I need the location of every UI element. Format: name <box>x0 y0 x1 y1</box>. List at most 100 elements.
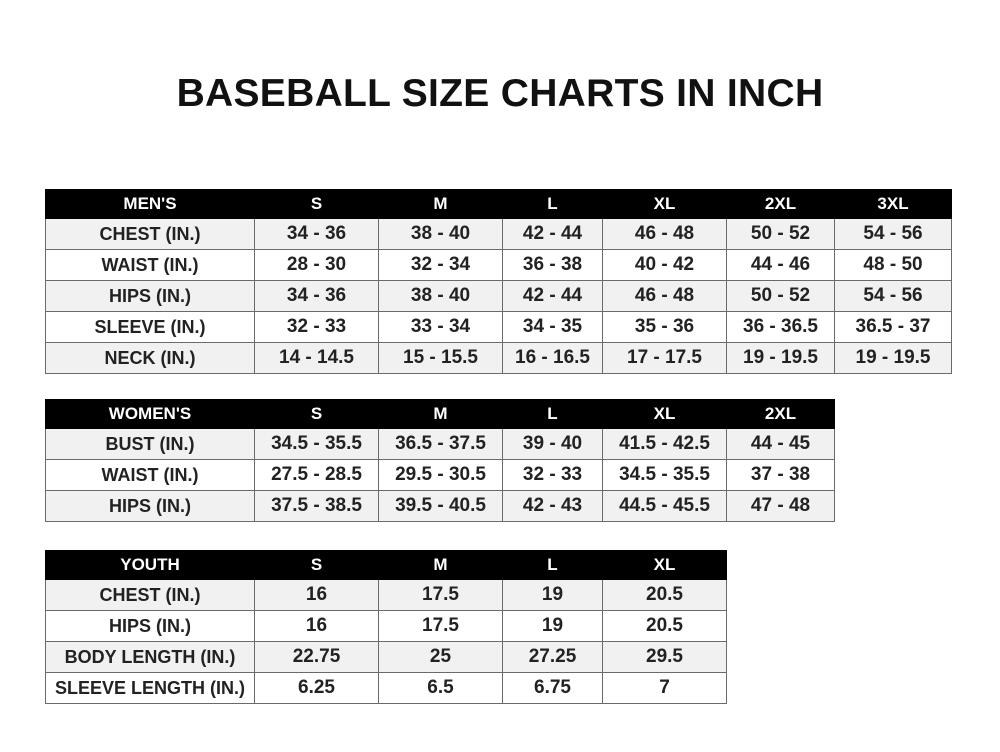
size-value-cell: 6.5 <box>378 672 503 704</box>
size-value-cell: 19 <box>502 579 603 611</box>
size-value-cell: 22.75 <box>254 641 379 673</box>
header-row: WOMEN'S S M L XL 2XL <box>45 399 835 429</box>
size-header: M <box>378 399 503 429</box>
size-value-cell: 41.5 - 42.5 <box>602 428 727 460</box>
size-value-cell: 17.5 <box>378 610 503 642</box>
size-value-cell: 54 - 56 <box>834 280 952 312</box>
size-value-cell: 46 - 48 <box>602 280 727 312</box>
size-value-cell: 17.5 <box>378 579 503 611</box>
measurement-label: CHEST (IN.) <box>45 579 255 611</box>
womens-size-table: WOMEN'S S M L XL 2XL BUST (IN.) 34.5 - 35.5 36.5… <box>45 399 835 522</box>
size-value-cell: 34.5 - 35.5 <box>254 428 379 460</box>
size-value-cell: 44 - 45 <box>726 428 835 460</box>
measurement-label: HIPS (IN.) <box>45 610 255 642</box>
size-value-cell: 36.5 - 37 <box>834 311 952 343</box>
size-value-cell: 39 - 40 <box>502 428 603 460</box>
size-value-cell: 34 - 36 <box>254 218 379 250</box>
header-row: YOUTH S M L XL <box>45 550 727 580</box>
measurement-label: SLEEVE LENGTH (IN.) <box>45 672 255 704</box>
table-row: CHEST (IN.) 16 17.5 19 20.5 <box>45 579 727 611</box>
table-row: HIPS (IN.) 37.5 - 38.5 39.5 - 40.5 42 - 43 4… <box>45 490 835 522</box>
size-value-cell: 29.5 - 30.5 <box>378 459 503 491</box>
size-value-cell: 36.5 - 37.5 <box>378 428 503 460</box>
header-row: MEN'S S M L XL 2XL 3XL <box>45 189 952 219</box>
size-header: 3XL <box>834 189 952 219</box>
table-row: NECK (IN.) 14 - 14.5 15 - 15.5 16 - 16.5 17 … <box>45 342 952 374</box>
size-value-cell: 34 - 36 <box>254 280 379 312</box>
table-row: WAIST (IN.) 27.5 - 28.5 29.5 - 30.5 32 - 33… <box>45 459 835 491</box>
size-value-cell: 29.5 <box>602 641 727 673</box>
size-value-cell: 16 <box>254 579 379 611</box>
size-value-cell: 27.5 - 28.5 <box>254 459 379 491</box>
size-value-cell: 6.25 <box>254 672 379 704</box>
size-value-cell: 47 - 48 <box>726 490 835 522</box>
size-header: S <box>254 399 379 429</box>
size-value-cell: 48 - 50 <box>834 249 952 281</box>
size-value-cell: 39.5 - 40.5 <box>378 490 503 522</box>
size-header: L <box>502 550 603 580</box>
size-value-cell: 28 - 30 <box>254 249 379 281</box>
size-value-cell: 6.75 <box>502 672 603 704</box>
measurement-label: NECK (IN.) <box>45 342 255 374</box>
table-row: BUST (IN.) 34.5 - 35.5 36.5 - 37.5 39 - 40 4… <box>45 428 835 460</box>
measurement-label: BODY LENGTH (IN.) <box>45 641 255 673</box>
size-value-cell: 36 - 36.5 <box>726 311 835 343</box>
size-value-cell: 34.5 - 35.5 <box>602 459 727 491</box>
table-row: WAIST (IN.) 28 - 30 32 - 34 36 - 38 40 - 42 4… <box>45 249 952 281</box>
size-header: 2XL <box>726 399 835 429</box>
size-value-cell: 27.25 <box>502 641 603 673</box>
table-row: CHEST (IN.) 34 - 36 38 - 40 42 - 44 46 - 48 5… <box>45 218 952 250</box>
size-value-cell: 44 - 46 <box>726 249 835 281</box>
size-value-cell: 38 - 40 <box>378 280 503 312</box>
size-value-cell: 16 - 16.5 <box>502 342 603 374</box>
measurement-label: BUST (IN.) <box>45 428 255 460</box>
size-value-cell: 19 - 19.5 <box>834 342 952 374</box>
size-value-cell: 44.5 - 45.5 <box>602 490 727 522</box>
size-value-cell: 32 - 33 <box>502 459 603 491</box>
mens-size-table: MEN'S S M L XL 2XL 3XL CHEST (IN.) 34 - 36 38 - 4… <box>45 189 952 374</box>
measurement-label: CHEST (IN.) <box>45 218 255 250</box>
size-value-cell: 32 - 33 <box>254 311 379 343</box>
size-value-cell: 46 - 48 <box>602 218 727 250</box>
size-header: L <box>502 189 603 219</box>
page-title: BASEBALL SIZE CHARTS IN INCH <box>176 72 824 115</box>
size-value-cell: 20.5 <box>602 610 727 642</box>
category-header: WOMEN'S <box>45 399 255 429</box>
measurement-label: SLEEVE (IN.) <box>45 311 255 343</box>
size-value-cell: 34 - 35 <box>502 311 603 343</box>
size-value-cell: 50 - 52 <box>726 280 835 312</box>
size-header: L <box>502 399 603 429</box>
size-value-cell: 32 - 34 <box>378 249 503 281</box>
size-value-cell: 42 - 43 <box>502 490 603 522</box>
table-row: SLEEVE LENGTH (IN.) 6.25 6.5 6.75 7 <box>45 672 727 704</box>
category-header: MEN'S <box>45 189 255 219</box>
size-value-cell: 17 - 17.5 <box>602 342 727 374</box>
size-value-cell: 33 - 34 <box>378 311 503 343</box>
measurement-label: WAIST (IN.) <box>45 459 255 491</box>
table-row: SLEEVE (IN.) 32 - 33 33 - 34 34 - 35 35 - 36… <box>45 311 952 343</box>
size-value-cell: 50 - 52 <box>726 218 835 250</box>
size-value-cell: 16 <box>254 610 379 642</box>
size-value-cell: 20.5 <box>602 579 727 611</box>
size-header: S <box>254 550 379 580</box>
table-row: HIPS (IN.) 34 - 36 38 - 40 42 - 44 46 - 48 50… <box>45 280 952 312</box>
table-row: BODY LENGTH (IN.) 22.75 25 27.25 29.5 <box>45 641 727 673</box>
size-header: M <box>378 189 503 219</box>
size-value-cell: 38 - 40 <box>378 218 503 250</box>
size-value-cell: 42 - 44 <box>502 218 603 250</box>
size-value-cell: 35 - 36 <box>602 311 727 343</box>
measurement-label: HIPS (IN.) <box>45 490 255 522</box>
size-header: XL <box>602 399 727 429</box>
size-value-cell: 19 - 19.5 <box>726 342 835 374</box>
size-header: 2XL <box>726 189 835 219</box>
size-header: S <box>254 189 379 219</box>
size-header: M <box>378 550 503 580</box>
size-value-cell: 19 <box>502 610 603 642</box>
youth-size-table: YOUTH S M L XL CHEST (IN.) 16 17.5 19 20.5 HIPS (I… <box>45 550 727 704</box>
category-header: YOUTH <box>45 550 255 580</box>
size-value-cell: 42 - 44 <box>502 280 603 312</box>
size-value-cell: 37 - 38 <box>726 459 835 491</box>
size-value-cell: 54 - 56 <box>834 218 952 250</box>
measurement-label: WAIST (IN.) <box>45 249 255 281</box>
measurement-label: HIPS (IN.) <box>45 280 255 312</box>
